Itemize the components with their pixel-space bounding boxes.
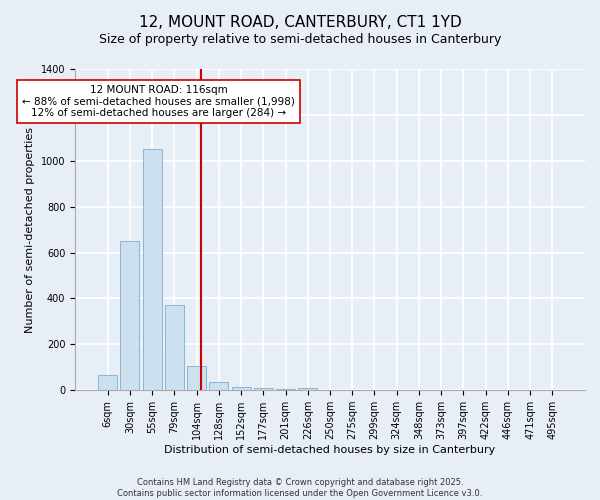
X-axis label: Distribution of semi-detached houses by size in Canterbury: Distribution of semi-detached houses by … [164,445,496,455]
Text: Contains HM Land Registry data © Crown copyright and database right 2025.
Contai: Contains HM Land Registry data © Crown c… [118,478,482,498]
Text: 12, MOUNT ROAD, CANTERBURY, CT1 1YD: 12, MOUNT ROAD, CANTERBURY, CT1 1YD [139,15,461,30]
Bar [121,241,139,390]
Bar [98,376,117,390]
Bar [276,389,295,390]
Bar [209,382,229,390]
Y-axis label: Number of semi-detached properties: Number of semi-detached properties [25,126,35,332]
Bar [298,388,317,390]
Bar [187,366,206,390]
Text: Size of property relative to semi-detached houses in Canterbury: Size of property relative to semi-detach… [99,32,501,46]
Bar [143,150,161,390]
Bar [232,387,251,390]
Bar [254,388,273,390]
Text: 12 MOUNT ROAD: 116sqm
← 88% of semi-detached houses are smaller (1,998)
12% of s: 12 MOUNT ROAD: 116sqm ← 88% of semi-deta… [22,85,295,118]
Bar [165,306,184,390]
